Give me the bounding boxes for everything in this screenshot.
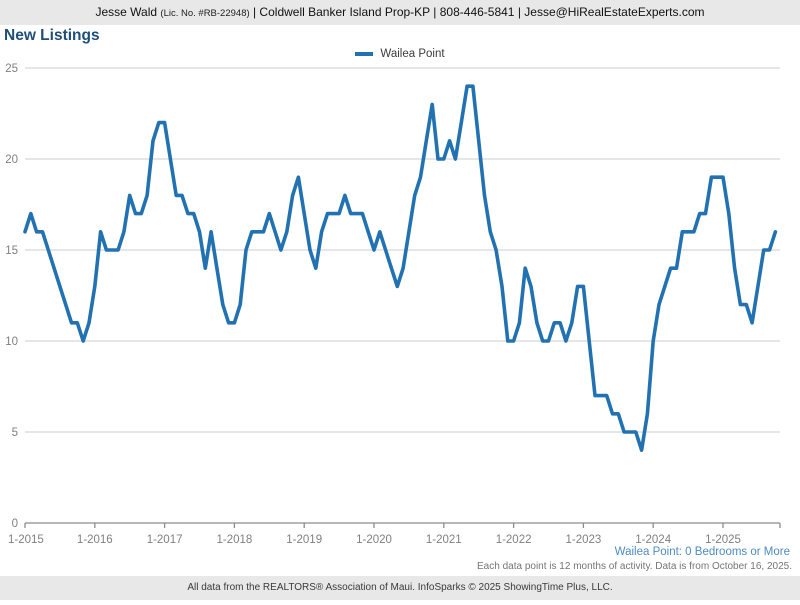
x-tick-label: 1-2015: [8, 534, 44, 546]
legend-series-label: Wailea Point: [380, 48, 445, 60]
x-tick-label: 1-2016: [77, 534, 113, 546]
agent-license: (Lic. No. #RB-22948): [160, 8, 250, 19]
legend-line-swatch: [355, 52, 374, 56]
x-tick-label: 1-2019: [286, 534, 322, 546]
agent-contact-info: | Coldwell Banker Island Prop-KP | 808-4…: [252, 5, 705, 19]
header-contact-bar: Jesse Wald (Lic. No. #RB-22948) | Coldwe…: [0, 0, 800, 25]
agent-name: Jesse Wald: [95, 5, 158, 19]
y-tick-label: 0: [12, 518, 18, 530]
data-period-note: Each data point is 12 months of activity…: [477, 561, 792, 572]
x-tick-label: 1-2017: [147, 534, 183, 546]
attribution-footer: All data from the REALTORS® Association …: [0, 576, 800, 600]
y-tick-label: 25: [5, 63, 18, 75]
y-tick-label: 20: [5, 154, 18, 166]
chart-legend: Wailea Point: [0, 46, 800, 62]
page-title: New Listings: [4, 27, 100, 44]
x-tick-label: 1-2023: [565, 534, 601, 546]
x-tick-label: 1-2025: [705, 534, 741, 546]
x-tick-label: 1-2021: [426, 534, 462, 546]
series-filter-note: Wailea Point: 0 Bedrooms or More: [614, 546, 790, 558]
wailea-point-series-line: [23, 84, 778, 453]
x-tick-label: 1-2020: [356, 534, 392, 546]
x-tick-label: 1-2018: [216, 534, 252, 546]
y-tick-label: 15: [5, 245, 18, 257]
y-tick-label: 5: [12, 427, 18, 439]
x-tick-label: 1-2022: [496, 534, 532, 546]
x-tick-label: 1-2024: [635, 534, 671, 546]
y-tick-label: 10: [5, 336, 18, 348]
